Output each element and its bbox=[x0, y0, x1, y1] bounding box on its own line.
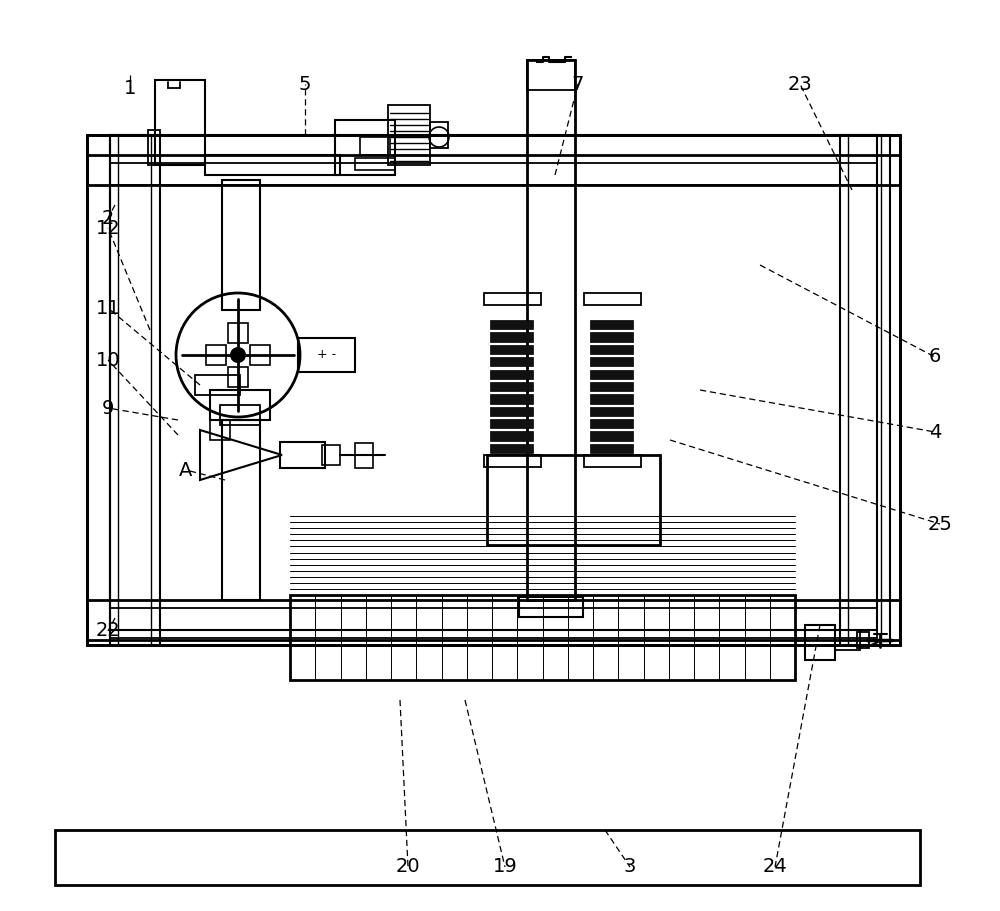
Bar bbox=[388, 105, 430, 165]
Bar bbox=[490, 382, 533, 391]
Text: 6: 6 bbox=[929, 347, 941, 366]
Bar bbox=[220, 405, 260, 425]
Bar bbox=[490, 320, 533, 330]
Text: 25: 25 bbox=[928, 515, 952, 534]
Text: 2: 2 bbox=[102, 209, 114, 228]
Bar bbox=[584, 455, 641, 467]
Bar bbox=[322, 445, 340, 465]
Bar bbox=[487, 455, 660, 545]
Text: 1: 1 bbox=[124, 78, 136, 97]
Bar bbox=[228, 367, 248, 386]
Bar bbox=[155, 80, 205, 165]
Bar bbox=[490, 444, 533, 453]
Bar bbox=[490, 345, 533, 354]
Bar bbox=[118, 135, 151, 645]
Bar bbox=[228, 323, 248, 343]
Bar bbox=[360, 137, 390, 155]
Text: 10: 10 bbox=[96, 351, 120, 370]
Text: 23: 23 bbox=[788, 75, 812, 94]
Bar bbox=[222, 180, 260, 310]
Bar bbox=[590, 357, 633, 366]
Text: 9: 9 bbox=[102, 398, 114, 417]
Bar bbox=[835, 630, 860, 650]
Bar bbox=[210, 420, 230, 440]
Bar bbox=[298, 338, 355, 372]
Bar bbox=[590, 370, 633, 379]
Bar bbox=[584, 293, 641, 305]
Bar bbox=[87, 155, 900, 185]
Bar bbox=[805, 625, 835, 660]
Bar bbox=[519, 597, 583, 617]
Bar bbox=[590, 333, 633, 342]
Text: 11: 11 bbox=[96, 299, 120, 318]
Bar bbox=[55, 830, 920, 885]
Bar bbox=[210, 390, 270, 420]
Text: 24: 24 bbox=[763, 857, 787, 876]
Bar bbox=[250, 345, 270, 365]
Bar bbox=[490, 370, 533, 379]
Bar bbox=[290, 595, 795, 680]
Bar bbox=[590, 432, 633, 441]
Text: 22: 22 bbox=[96, 621, 120, 640]
Text: 5: 5 bbox=[299, 75, 311, 94]
Bar bbox=[490, 394, 533, 404]
Bar bbox=[490, 432, 533, 441]
Text: 19: 19 bbox=[493, 857, 517, 876]
Bar bbox=[590, 320, 633, 330]
Bar bbox=[590, 419, 633, 428]
Text: 20: 20 bbox=[396, 857, 420, 876]
Bar bbox=[490, 419, 533, 428]
Bar bbox=[195, 375, 240, 395]
Bar bbox=[490, 357, 533, 366]
Bar bbox=[590, 394, 633, 404]
Bar bbox=[490, 333, 533, 342]
Bar bbox=[484, 455, 541, 467]
Bar bbox=[148, 130, 160, 165]
Text: 12: 12 bbox=[96, 219, 120, 238]
Bar bbox=[430, 122, 448, 148]
Bar bbox=[205, 155, 340, 175]
Bar bbox=[110, 163, 877, 185]
Bar bbox=[87, 600, 900, 640]
Circle shape bbox=[230, 347, 246, 363]
Bar bbox=[848, 135, 881, 645]
Bar bbox=[590, 406, 633, 416]
Bar bbox=[87, 135, 900, 645]
Text: A: A bbox=[179, 460, 193, 479]
Text: 4: 4 bbox=[929, 423, 941, 442]
Bar bbox=[280, 442, 325, 468]
Bar bbox=[206, 345, 226, 365]
Text: 7: 7 bbox=[572, 75, 584, 94]
Text: 3: 3 bbox=[624, 857, 636, 876]
Bar bbox=[840, 135, 890, 645]
Bar bbox=[110, 135, 877, 630]
Bar bbox=[590, 382, 633, 391]
Bar bbox=[222, 420, 260, 600]
Bar bbox=[335, 120, 395, 175]
Bar bbox=[484, 293, 541, 305]
Bar bbox=[590, 444, 633, 453]
Bar bbox=[355, 443, 373, 468]
Bar bbox=[857, 632, 869, 648]
Bar bbox=[355, 158, 395, 170]
Bar bbox=[527, 60, 575, 600]
Text: ...: ... bbox=[241, 350, 247, 356]
Bar bbox=[490, 406, 533, 416]
Bar bbox=[527, 60, 575, 90]
Bar bbox=[110, 135, 160, 645]
Text: + -: + - bbox=[317, 349, 337, 362]
Bar bbox=[590, 345, 633, 354]
Bar bbox=[110, 608, 877, 638]
